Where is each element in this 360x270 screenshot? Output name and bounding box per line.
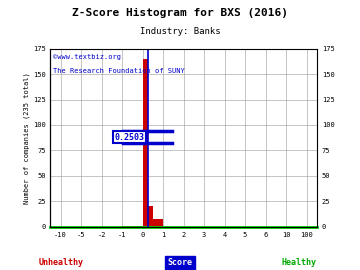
Text: The Research Foundation of SUNY: The Research Foundation of SUNY	[53, 68, 185, 74]
Bar	[122, 226, 143, 227]
Y-axis label: Number of companies (235 total): Number of companies (235 total)	[23, 72, 30, 204]
Text: Industry: Banks: Industry: Banks	[140, 27, 220, 36]
Bar	[143, 59, 148, 227]
Text: 0.2503: 0.2503	[115, 133, 145, 142]
Text: Score: Score	[167, 258, 193, 267]
Bar	[153, 219, 163, 227]
Bar	[148, 207, 153, 227]
Text: Healthy: Healthy	[281, 258, 316, 267]
Text: Unhealthy: Unhealthy	[39, 258, 84, 267]
Text: Z-Score Histogram for BXS (2016): Z-Score Histogram for BXS (2016)	[72, 8, 288, 18]
Text: ©www.textbiz.org: ©www.textbiz.org	[53, 54, 121, 60]
